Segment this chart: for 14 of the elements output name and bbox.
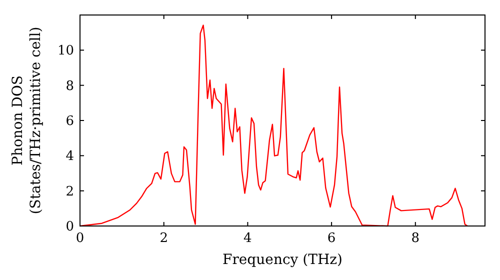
x-axis-title: Frequency (THz) [222,252,343,268]
y-tick-label: 6 [66,114,74,130]
y-tick-label: 8 [66,78,74,94]
x-tick-label: 8 [411,231,420,246]
x-tick-label: 2 [160,231,168,246]
y-tick-label: 10 [57,44,74,59]
x-tick-label: 0 [76,231,84,246]
x-tick-label: 6 [327,231,336,246]
x-tick-label: 4 [244,231,252,246]
y-tick-label: 2 [66,184,74,200]
y-tick-label: 0 [66,220,74,235]
y-tick-label: 4 [66,149,74,164]
line-series [79,24,468,227]
y-axis-title: Phonon DOS (States/THz·primitive cell) [10,26,44,214]
